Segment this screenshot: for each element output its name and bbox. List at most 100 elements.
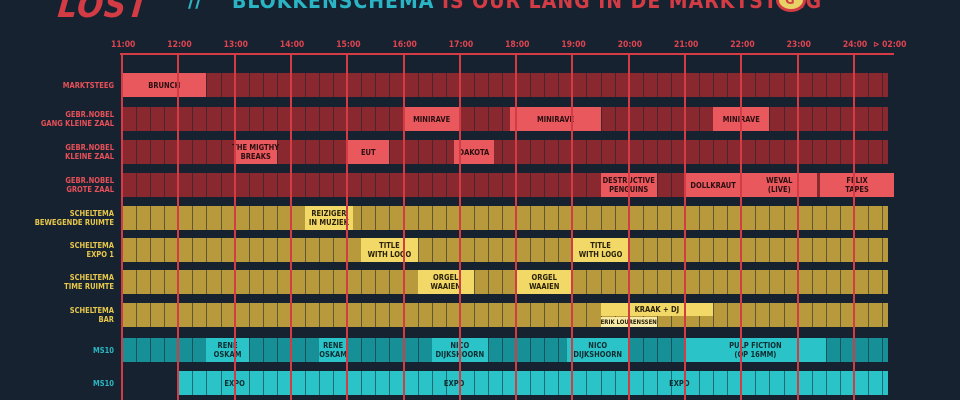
schedule-event[interactable]: DOLLKRAUT bbox=[685, 173, 742, 197]
hour-gridline bbox=[233, 53, 236, 400]
schedule-event[interactable]: RENE OSKAM bbox=[319, 338, 348, 362]
quarter-tick bbox=[544, 73, 546, 97]
quarter-tick bbox=[558, 371, 560, 395]
quarter-tick bbox=[656, 338, 658, 362]
row-label: MARKTSTEEG bbox=[62, 81, 114, 90]
quarter-tick bbox=[811, 303, 813, 327]
hour-gridline bbox=[571, 53, 574, 400]
quarter-tick bbox=[769, 371, 771, 395]
schedule-event[interactable]: MINIRAVE bbox=[403, 107, 460, 131]
quarter-tick bbox=[600, 140, 602, 164]
time-label: 20:00 bbox=[617, 40, 643, 50]
quarter-tick bbox=[727, 206, 729, 230]
quarter-tick bbox=[882, 140, 884, 164]
quarter-tick bbox=[164, 338, 166, 362]
quarter-tick bbox=[825, 206, 827, 230]
quarter-tick bbox=[882, 270, 884, 294]
quarter-tick bbox=[670, 371, 672, 395]
schedule-event[interactable]: BRUNCH bbox=[122, 73, 207, 97]
schedule-event[interactable]: ORGEL WAAIEN bbox=[417, 270, 474, 294]
quarter-tick bbox=[150, 107, 152, 131]
quarter-tick bbox=[558, 338, 560, 362]
quarter-tick bbox=[699, 206, 701, 230]
quarter-tick bbox=[136, 107, 138, 131]
time-label: 14:00 bbox=[279, 40, 305, 50]
schedule-event[interactable]: PULP FICTION (OP 16MM) bbox=[685, 338, 826, 362]
quarter-tick bbox=[502, 206, 504, 230]
quarter-tick bbox=[319, 107, 321, 131]
quarter-tick bbox=[304, 270, 306, 294]
quarter-tick bbox=[882, 238, 884, 262]
quarter-tick bbox=[445, 371, 447, 395]
quarter-tick bbox=[558, 73, 560, 97]
hour-gridline bbox=[289, 53, 292, 400]
time-label: 17:00 bbox=[448, 40, 474, 50]
quarter-tick bbox=[656, 107, 658, 131]
schedule-event[interactable]: TITLE WITH LOGO bbox=[361, 238, 418, 262]
schedule-event[interactable]: KRAAK + DJ bbox=[600, 303, 714, 316]
quarter-tick bbox=[882, 303, 884, 327]
schedule-event[interactable]: THE MIGTHY BREAKS bbox=[232, 140, 279, 164]
quarter-tick bbox=[558, 173, 560, 197]
quarter-tick bbox=[867, 238, 869, 262]
quarter-tick bbox=[727, 140, 729, 164]
quarter-tick bbox=[614, 371, 616, 395]
page-title: BLOKKENSCHEMA IS OUR LANG IN DE MARKTSTE… bbox=[232, 0, 822, 13]
quarter-tick bbox=[206, 140, 208, 164]
quarter-tick bbox=[811, 107, 813, 131]
quarter-tick bbox=[192, 107, 194, 131]
schedule-event[interactable]: EUT bbox=[347, 140, 390, 164]
quarter-tick bbox=[783, 371, 785, 395]
quarter-tick bbox=[825, 73, 827, 97]
quarter-tick bbox=[276, 338, 278, 362]
quarter-tick bbox=[473, 238, 475, 262]
hour-gridline bbox=[852, 53, 855, 400]
quarter-tick bbox=[882, 107, 884, 131]
quarter-tick bbox=[150, 303, 152, 327]
quarter-tick bbox=[276, 303, 278, 327]
quarter-tick bbox=[248, 238, 250, 262]
quarter-tick bbox=[670, 140, 672, 164]
schedule-event[interactable]: ORGEL WAAIEN bbox=[516, 270, 573, 294]
schedule-event[interactable]: NICO DIJKSHOORN bbox=[566, 338, 629, 362]
quarter-tick bbox=[699, 140, 701, 164]
quarter-tick bbox=[333, 140, 335, 164]
quarter-tick bbox=[136, 270, 138, 294]
row-label: MS10 bbox=[93, 346, 114, 355]
quarter-tick bbox=[558, 206, 560, 230]
quarter-tick bbox=[600, 107, 602, 131]
schedule-event[interactable]: EXPO bbox=[443, 378, 465, 388]
schedule-event[interactable]: MINIRAVE bbox=[510, 107, 601, 131]
schedule-event[interactable]: RENE OSKAM bbox=[206, 338, 249, 362]
quarter-tick bbox=[192, 303, 194, 327]
quarter-tick bbox=[319, 371, 321, 395]
schedule-event[interactable]: WEVAL (LIVE) bbox=[741, 173, 818, 197]
schedule-event[interactable]: TITLE WITH LOGO bbox=[572, 238, 629, 262]
quarter-tick bbox=[839, 371, 841, 395]
quarter-tick bbox=[839, 140, 841, 164]
row-band bbox=[122, 270, 888, 294]
hour-gridline bbox=[121, 53, 123, 400]
quarter-tick bbox=[727, 73, 729, 97]
schedule-event[interactable]: REIZIGER IN MUZIEK bbox=[304, 206, 353, 230]
quarter-tick bbox=[248, 73, 250, 97]
quarter-tick bbox=[839, 107, 841, 131]
quarter-tick bbox=[713, 371, 715, 395]
quarter-tick bbox=[699, 270, 701, 294]
quarter-tick bbox=[319, 303, 321, 327]
title-main: BLOKKENSCHEMA bbox=[232, 0, 435, 13]
quarter-tick bbox=[811, 371, 813, 395]
row-band bbox=[122, 107, 888, 131]
schedule-event[interactable]: FELIX TAPES bbox=[820, 173, 894, 197]
time-label: 24:00 bbox=[842, 40, 868, 50]
row-label: MS10 bbox=[93, 379, 114, 388]
time-label: 22:00 bbox=[730, 40, 755, 50]
schedule-event[interactable]: EXPO bbox=[669, 378, 690, 388]
quarter-tick bbox=[389, 73, 391, 97]
quarter-tick bbox=[544, 206, 546, 230]
quarter-tick bbox=[502, 107, 504, 131]
quarter-tick bbox=[375, 206, 377, 230]
quarter-tick bbox=[530, 206, 532, 230]
quarter-tick bbox=[192, 173, 194, 197]
quarter-tick bbox=[304, 371, 306, 395]
